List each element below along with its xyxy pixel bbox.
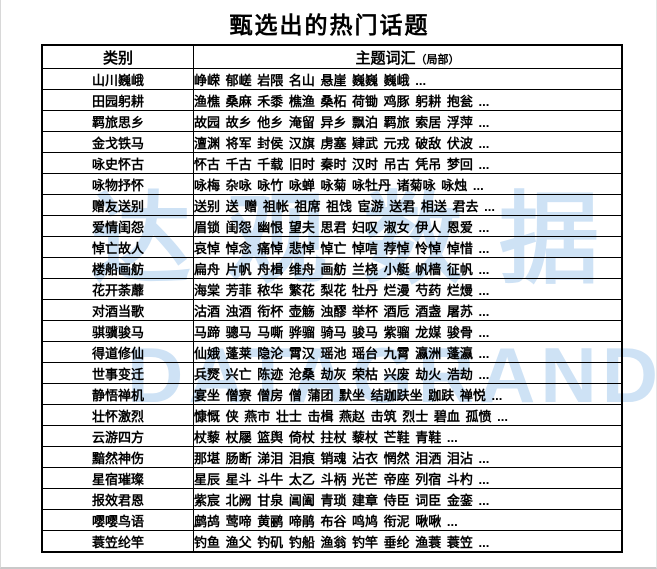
topics-cell: 海棠 芳菲 秾华 繁花 梨花 牡丹 烂漫 芍药 烂熳 ... (193, 278, 623, 300)
topics-cell: 那堪 肠断 涕泪 泪痕 销魂 沾衣 惘然 泪洒 泪沾 ... (193, 446, 623, 468)
table-row: 花开荼蘼 海棠 芳菲 秾华 繁花 梨花 牡丹 烂漫 芍药 烂熳 ... (41, 278, 623, 300)
header-row: 类别 主题词汇（局部） (41, 44, 623, 69)
topics-cell: 扁舟 片帆 舟楫 维舟 画舫 兰桡 小艇 帆樯 征帆 ... (193, 257, 623, 279)
header-topics: 主题词汇（局部） (193, 44, 623, 69)
category-cell: 云游四方 (41, 425, 194, 447)
table-row: 黯然神伤 那堪 肠断 涕泪 泪痕 销魂 沾衣 惘然 泪洒 泪沾 ... (41, 446, 623, 468)
table-row: 星宿璀璨 星辰 星斗 斗牛 太乙 斗柄 光芒 帝座 列宿 斗杓 ... (41, 467, 623, 489)
topics-cell: 沽酒 浊酒 衔杯 壶觞 浊醪 举杯 酒卮 酒盏 屠苏 ... (193, 299, 623, 321)
table-row: 得道修仙 仙娥 蓬莱 隐沦 霄汉 瑶池 瑶台 九霄 瀛洲 蓬瀛 ... (41, 341, 623, 363)
table-row: 金戈铁马 澶渊 将军 封侯 汉旗 虏塞 肄武 元戎 破敌 伏波 ... (41, 131, 623, 153)
page-title: 甄选出的热门话题 (229, 12, 430, 38)
category-cell: 静悟禅机 (41, 383, 194, 405)
topics-table: 类别 主题词汇（局部） 山川巍峨 峥嵘 郁嵯 岩隈 名山 悬崖 巍巍 巍峨 ...… (41, 44, 623, 553)
topics-cell: 紫宸 北阙 甘泉 阊阖 青琐 建章 侍臣 词臣 金銮 ... (193, 488, 623, 510)
category-cell: 星宿璀璨 (41, 467, 194, 489)
topics-cell: 宴坐 僧寮 僧房 僧 蒲团 默坐 结跏趺坐 跏趺 禅悦 ... (193, 383, 623, 405)
category-cell: 黯然神伤 (41, 446, 194, 468)
topics-cell: 星辰 星斗 斗牛 太乙 斗柄 光芒 帝座 列宿 斗杓 ... (193, 467, 623, 489)
header-category: 类别 (41, 44, 194, 69)
topics-cell: 兵燹 兴亡 陈迹 沧桑 劫灰 荣枯 兴废 劫火 浩劫 ... (193, 362, 623, 384)
table-row: 云游四方 杖藜 杖屦 篮舆 倚杖 拄杖 藜杖 芒鞋 青鞋 ... (41, 425, 623, 447)
category-cell: 对酒当歌 (41, 299, 194, 321)
category-cell: 金戈铁马 (41, 131, 194, 153)
topics-cell: 鹧鸪 莺啼 黄鹂 啼鹃 布谷 鸣鸠 衔泥 啾啾 ... (193, 509, 623, 531)
table-body: 山川巍峨 峥嵘 郁嵯 岩隈 名山 悬崖 巍巍 巍峨 ... 田园躬耕 渔樵 桑麻 禾黍… (41, 68, 623, 553)
category-cell: 壮怀激烈 (41, 404, 194, 426)
category-cell: 田园躬耕 (41, 89, 194, 111)
table-row: 世事变迁 兵燹 兴亡 陈迹 沧桑 劫灰 荣枯 兴废 劫火 浩劫 ... (41, 362, 623, 384)
category-cell: 悼亡故人 (41, 236, 194, 258)
topics-cell: 慷慨 侠 燕市 壮士 击楫 燕赵 击筑 烈士 碧血 孤愤 ... (193, 404, 623, 426)
table-row: 对酒当歌 沽酒 浊酒 衔杯 壶觞 浊醪 举杯 酒卮 酒盏 屠苏 ... (41, 299, 623, 321)
table-row: 山川巍峨 峥嵘 郁嵯 岩隈 名山 悬崖 巍巍 巍峨 ... (41, 68, 623, 90)
table-row: 赠友送别 送别 送 赠 祖帐 祖席 祖饯 宦游 送君 相送 君去 ... (41, 194, 623, 216)
table-row: 田园躬耕 渔樵 桑麻 禾黍 樵渔 桑柘 荷锄 鸡豚 躬耕 抱瓮 ... (41, 89, 623, 111)
table-row: 蓑笠纶竿 钓鱼 渔父 钓矶 钓船 渔翁 钓竿 垂纶 渔蓑 蓑笠 ... (41, 530, 623, 553)
table-row: 壮怀激烈 慷慨 侠 燕市 壮士 击楫 燕赵 击筑 烈士 碧血 孤愤 ... (41, 404, 623, 426)
topics-cell: 峥嵘 郁嵯 岩隈 名山 悬崖 巍巍 巍峨 ... (193, 68, 623, 90)
table-row: 楼船画舫 扁舟 片帆 舟楫 维舟 画舫 兰桡 小艇 帆樯 征帆 ... (41, 257, 623, 279)
topics-cell: 送别 送 赠 祖帐 祖席 祖饯 宦游 送君 相送 君去 ... (193, 194, 623, 216)
topics-cell: 渔樵 桑麻 禾黍 樵渔 桑柘 荷锄 鸡豚 躬耕 抱瓮 ... (193, 89, 623, 111)
table-row: 咏物抒怀 咏梅 杂咏 咏竹 咏蝉 咏菊 咏牡丹 诸菊咏 咏烛 ... (41, 173, 623, 195)
category-cell: 报效君恩 (41, 488, 194, 510)
topics-cell: 仙娥 蓬莱 隐沦 霄汉 瑶池 瑶台 九霄 瀛洲 蓬瀛 ... (193, 341, 623, 363)
table-row: 爱情闺怨 眉锁 闺怨 幽恨 望夫 思君 妇叹 淑女 伊人 恩爱 ... (41, 215, 623, 237)
topics-cell: 澶渊 将军 封侯 汉旗 虏塞 肄武 元戎 破敌 伏波 ... (193, 131, 623, 153)
category-cell: 花开荼蘼 (41, 278, 194, 300)
table-row: 报效君恩 紫宸 北阙 甘泉 阊阖 青琐 建章 侍臣 词臣 金銮 ... (41, 488, 623, 510)
topics-cell: 眉锁 闺怨 幽恨 望夫 思君 妇叹 淑女 伊人 恩爱 ... (193, 215, 623, 237)
category-cell: 世事变迁 (41, 362, 194, 384)
topics-cell: 哀悼 悼念 痛悼 悲悼 悼亡 悼唁 荐悼 怜悼 悼惜 ... (193, 236, 623, 258)
topics-cell: 杖藜 杖屦 篮舆 倚杖 拄杖 藜杖 芒鞋 青鞋 ... (193, 425, 623, 447)
category-cell: 咏物抒怀 (41, 173, 194, 195)
category-cell: 羁旅思乡 (41, 110, 194, 132)
category-cell: 赠友送别 (41, 194, 194, 216)
table-header: 类别 主题词汇（局部） (41, 44, 623, 69)
table-row: 羁旅思乡 故园 故乡 他乡 淹留 异乡 飘泊 羁旅 索居 浮萍 ... (41, 110, 623, 132)
topics-cell: 咏梅 杂咏 咏竹 咏蝉 咏菊 咏牡丹 诸菊咏 咏烛 ... (193, 173, 623, 195)
topics-cell: 马蹄 骢马 马嘶 骅骝 骑马 骏马 紫骝 龙媒 骏骨 ... (193, 320, 623, 342)
category-cell: 爱情闺怨 (41, 215, 194, 237)
header-topics-label: 主题词汇 (355, 49, 416, 67)
category-cell: 骐骥骏马 (41, 320, 194, 342)
category-cell: 楼船画舫 (41, 257, 194, 279)
topics-cell: 钓鱼 渔父 钓矶 钓船 渔翁 钓竿 垂纶 渔蓑 蓑笠 ... (193, 530, 623, 553)
table-row: 骐骥骏马 马蹄 骢马 马嘶 骅骝 骑马 骏马 紫骝 龙媒 骏骨 ... (41, 320, 623, 342)
table-row: 静悟禅机 宴坐 僧寮 僧房 僧 蒲团 默坐 结跏趺坐 跏趺 禅悦 ... (41, 383, 623, 405)
table-row: 咏史怀古 怀古 千古 千载 旧时 秦时 汉时 吊古 凭吊 梦回 ... (41, 152, 623, 174)
header-topics-note: （局部） (415, 53, 460, 66)
table-row: 悼亡故人 哀悼 悼念 痛悼 悲悼 悼亡 悼唁 荐悼 怜悼 悼惜 ... (41, 236, 623, 258)
table-row: 嘤嘤鸟语 鹧鸪 莺啼 黄鹂 啼鹃 布谷 鸣鸠 衔泥 啾啾 ... (41, 509, 623, 531)
topics-cell: 怀古 千古 千载 旧时 秦时 汉时 吊古 凭吊 梦回 ... (193, 152, 623, 174)
category-cell: 蓑笠纶竿 (41, 530, 194, 553)
category-cell: 得道修仙 (41, 341, 194, 363)
category-cell: 嘤嘤鸟语 (41, 509, 194, 531)
category-cell: 山川巍峨 (41, 68, 194, 90)
topics-cell: 故园 故乡 他乡 淹留 异乡 飘泊 羁旅 索居 浮萍 ... (193, 110, 623, 132)
category-cell: 咏史怀古 (41, 152, 194, 174)
